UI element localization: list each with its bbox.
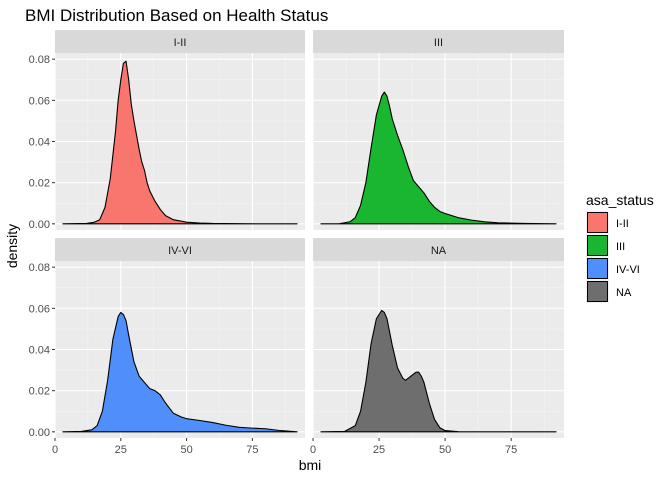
x-axis-title: bmi	[299, 457, 322, 473]
facet-panel-iv-vi: IV-VI 0.00 0.02 0.04 0.06 0.08 0 25 50 75	[29, 238, 305, 456]
legend-label: NA	[616, 287, 632, 299]
facet-strip	[55, 238, 305, 261]
density-area-iv-vi	[62, 311, 298, 433]
facet-strip	[313, 30, 564, 53]
legend-key-i-ii	[587, 212, 608, 233]
density-area-na	[320, 309, 557, 433]
y-axis-title: density	[4, 224, 20, 268]
legend-label: IV-VI	[616, 264, 640, 276]
legend-key-iii	[587, 235, 608, 256]
y-tick-label: 0.06	[29, 303, 50, 315]
x-tick-label: 25	[373, 444, 385, 456]
y-tick-label: 0.08	[29, 262, 50, 274]
facet-strip-label: IV-VI	[168, 245, 192, 257]
y-tick-label: 0.04	[29, 345, 50, 357]
x-tick-label: 50	[180, 444, 192, 456]
y-tick-label: 0.08	[29, 54, 50, 66]
density-area-iii	[320, 91, 557, 225]
facet-strip-label: NA	[431, 245, 447, 257]
facet-strip	[313, 238, 564, 261]
x-tick-label: 25	[115, 444, 127, 456]
chart-title: BMI Distribution Based on Health Status	[25, 6, 328, 25]
x-tick-label: 75	[246, 444, 258, 456]
facet-panels: I-II 0.00 0.02 0.04 0.06 0.08 III IV-VI 0.00 0.02…	[29, 30, 564, 456]
y-tick-label: 0.06	[29, 95, 50, 107]
y-tick-label: 0.00	[29, 219, 50, 231]
x-tick-label: 0	[52, 444, 58, 456]
y-tick-label: 0.04	[29, 137, 50, 149]
x-tick-label: 75	[505, 444, 517, 456]
facet-strip	[55, 30, 305, 53]
legend: asa_status I-II III IV-VI NA	[586, 192, 654, 303]
legend-key-na	[587, 281, 608, 302]
facet-panel-iii: III	[312, 30, 564, 230]
facet-strip-label: I-II	[174, 37, 187, 49]
density-area-i-ii	[62, 60, 298, 225]
x-tick-label: 50	[439, 444, 451, 456]
legend-label: III	[616, 241, 625, 253]
y-tick-label: 0.00	[29, 427, 50, 439]
y-tick-label: 0.02	[29, 386, 50, 398]
facet-strip-label: III	[434, 37, 443, 49]
facet-panel-i-ii: I-II 0.00 0.02 0.04 0.06 0.08	[29, 30, 305, 231]
x-tick-label: 0	[310, 444, 316, 456]
legend-label: I-II	[616, 218, 629, 230]
legend-title: asa_status	[586, 192, 654, 208]
legend-key-iv-vi	[587, 258, 608, 279]
facet-panel-na: NA 0 25 50 75	[310, 238, 564, 456]
y-tick-label: 0.02	[29, 178, 50, 190]
